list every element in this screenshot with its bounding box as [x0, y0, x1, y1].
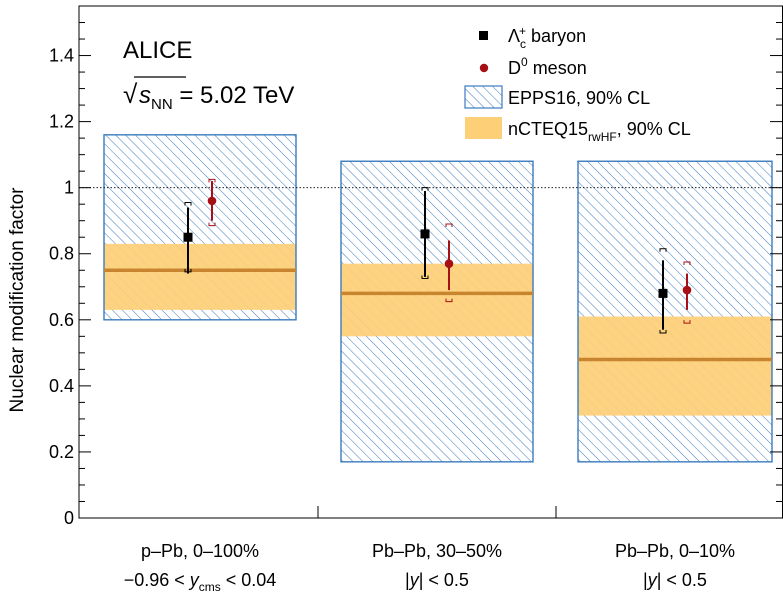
- category-label-1: Pb–Pb, 30–50%: [372, 541, 502, 561]
- legend-label-d0: D0 meson: [508, 55, 587, 78]
- legend-marker-lambda: [479, 31, 488, 40]
- sqrt-symbol: √: [123, 79, 138, 109]
- category-range-1: |y| < 0.5: [405, 570, 469, 590]
- ytick-label-6: 1.2: [49, 112, 74, 132]
- syst-upper-0-2: [659, 248, 667, 252]
- legend: Λc+ baryon D0 meson EPPS16, 90% CL nCTEQ…: [464, 24, 691, 144]
- epps16-band-outline-1: [340, 160, 534, 463]
- y-axis-label: Nuclear modification factor: [7, 187, 28, 413]
- category-range-0: −0.96 < ycms < 0.04: [124, 570, 277, 594]
- syst-lower-1-2: [683, 320, 691, 324]
- ncteq15-band-0: [104, 243, 296, 310]
- category-range-2: |y| < 0.5: [643, 570, 707, 590]
- data-points: [183, 178, 692, 334]
- svg-text:√: √: [123, 79, 138, 109]
- ncteq15-band-1: [341, 263, 533, 337]
- point-d0-1: [444, 259, 454, 268]
- syst-upper-1-2: [683, 261, 691, 265]
- epps16-band-outline-2: [577, 160, 773, 463]
- syst-upper-1-0: [208, 178, 216, 183]
- syst-lower-0-2: [659, 330, 667, 334]
- x-axis-categories: p–Pb, 0–100% −0.96 < ycms < 0.04 Pb–Pb, 30…: [124, 506, 735, 594]
- model-bands: [103, 134, 773, 463]
- legend-label-ncteq15: nCTEQ15rwHF, 90% CL: [508, 119, 691, 144]
- point-d0-2: [682, 285, 692, 295]
- syst-lower-1-0: [208, 222, 216, 227]
- chart-subtitle: √ sNN = 5.02 TeV: [123, 76, 294, 113]
- ytick-label-5: 1: [64, 178, 74, 198]
- legend-swatch-ncteq15: [465, 117, 502, 139]
- ytick-label-1: 0.2: [49, 442, 74, 462]
- ytick-label-7: 1.4: [49, 46, 74, 66]
- subtitle-s: s: [139, 82, 151, 109]
- subtitle-energy: = 5.02 TeV: [173, 82, 295, 109]
- epps16-band-2: [578, 161, 772, 462]
- syst-lower-1-1: [445, 298, 453, 303]
- epps16-band-outline-0: [103, 134, 297, 321]
- legend-swatch-epps16: [464, 85, 503, 109]
- category-label-2: Pb–Pb, 0–10%: [615, 541, 735, 561]
- subtitle-nn: NN: [151, 96, 173, 113]
- ncteq15-band-2: [578, 316, 772, 416]
- syst-upper-0-0: [184, 202, 192, 206]
- point-lambda-0: [183, 232, 193, 242]
- syst-lower-0-1: [421, 275, 429, 280]
- svg-text:sNN = 5.02 TeV: sNN = 5.02 TeV: [139, 82, 294, 113]
- point-lambda-2: [658, 288, 668, 298]
- ytick-label-0: 0: [64, 508, 74, 528]
- syst-upper-1-1: [445, 223, 453, 228]
- legend-label-epps16: EPPS16, 90% CL: [508, 88, 650, 108]
- legend-marker-d0: [479, 63, 489, 73]
- syst-upper-0-1: [421, 187, 429, 191]
- point-d0-0: [207, 196, 217, 206]
- ytick-label-2: 0.4: [49, 376, 74, 396]
- ytick-label-3: 0.6: [49, 310, 74, 330]
- ytick-label-4: 0.8: [49, 244, 74, 264]
- chart-title: ALICE: [123, 37, 192, 64]
- point-lambda-1: [420, 229, 430, 239]
- category-label-0: p–Pb, 0–100%: [141, 541, 259, 561]
- y-axis: 0 0.2 0.4 0.6 0.8 1 1.2 1.4: [49, 22, 782, 528]
- legend-label-lambda: Λc+ baryon: [508, 24, 586, 51]
